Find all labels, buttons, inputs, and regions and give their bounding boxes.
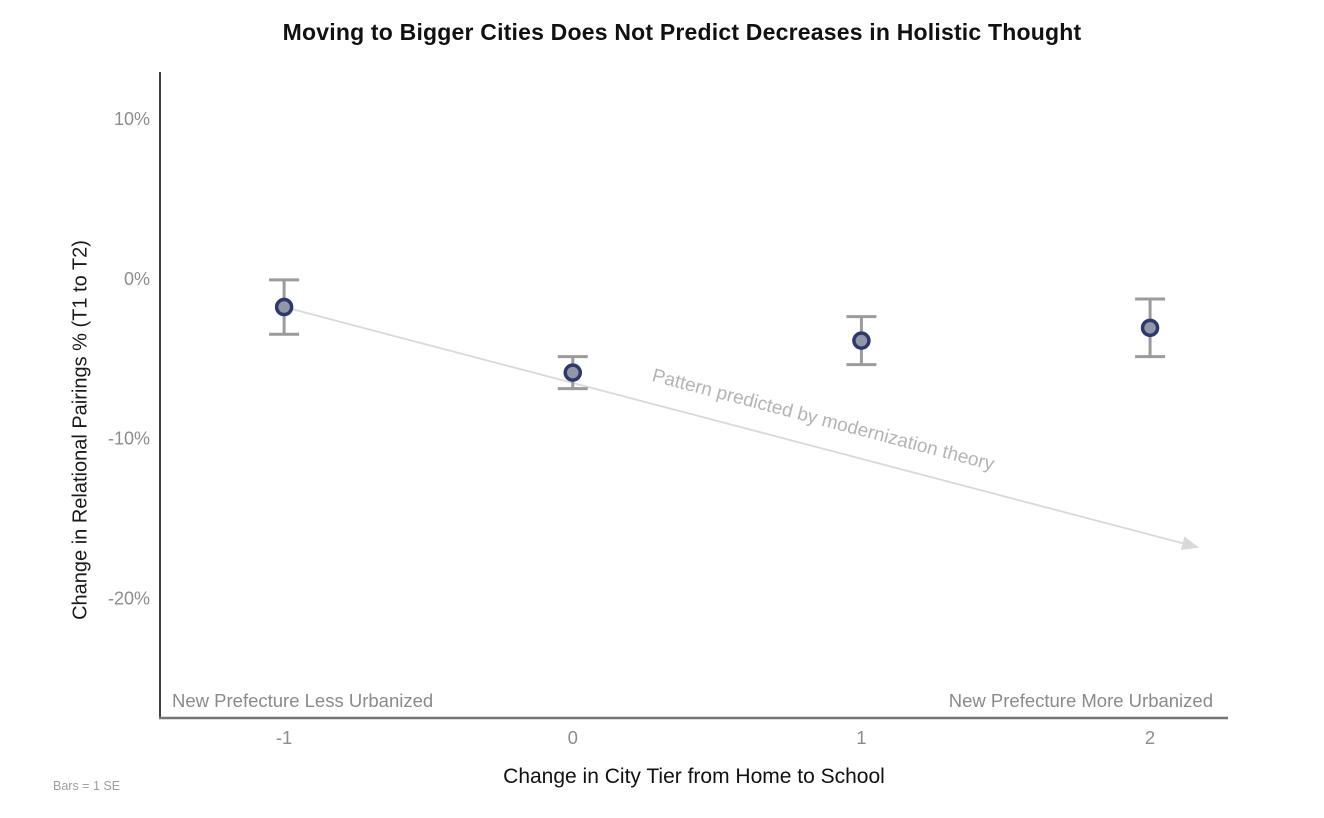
y-tick-label: -10% (108, 429, 150, 449)
x-axis-title: Change in City Tier from Home to School (503, 765, 885, 788)
annotation-less-urbanized: New Prefecture Less Urbanized (172, 690, 434, 711)
data-point (274, 297, 294, 317)
x-tick-label: 2 (1145, 727, 1155, 748)
data-point (563, 363, 583, 382)
data-point (1140, 318, 1160, 338)
x-tick-label: 0 (568, 727, 578, 748)
arrow-annotation-label: Pattern predicted by modernization theor… (650, 365, 997, 475)
chart-title: Moving to Bigger Cities Does Not Predict… (282, 19, 1082, 45)
trend-arrow-head (1180, 536, 1200, 551)
y-tick-label: 0% (124, 269, 150, 289)
x-tick-label: 1 (856, 727, 866, 748)
annotation-more-urbanized: New Prefecture More Urbanized (948, 690, 1213, 711)
x-tick-label: -1 (276, 727, 292, 748)
y-tick-label: -20% (108, 589, 150, 609)
data-point (852, 331, 871, 350)
trend-arrow-line (283, 306, 1185, 545)
y-tick-label: 10% (114, 109, 150, 129)
se-note: Bars = 1 SE (53, 779, 121, 793)
